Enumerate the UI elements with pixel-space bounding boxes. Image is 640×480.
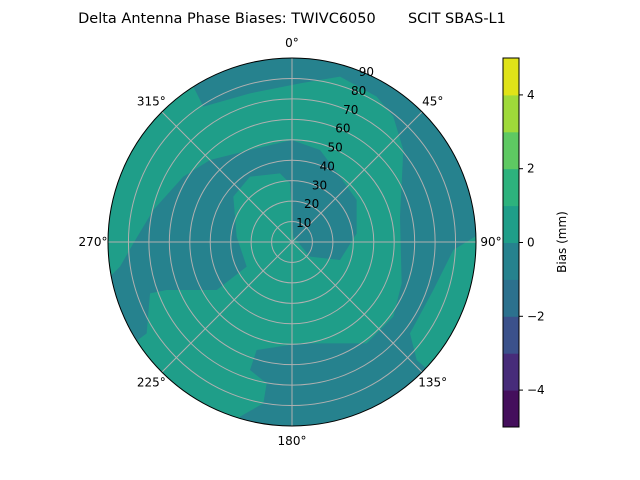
contour-band-minus1-to-0 xyxy=(108,139,357,350)
colorbar-label: Bias (mm) xyxy=(555,211,569,273)
chart-title: Delta Antenna Phase Biases: TWIVC6050 SC… xyxy=(78,11,506,27)
radial-tick-label: 40 xyxy=(320,159,335,173)
theta-tick-label: 0° xyxy=(285,36,299,50)
colorbar-band xyxy=(503,242,519,280)
colorbar-band xyxy=(503,279,519,317)
colorbar-band xyxy=(503,390,519,428)
colorbar-tick-label: −4 xyxy=(527,383,545,397)
colorbar-band xyxy=(503,168,519,207)
radial-tick-label: 50 xyxy=(327,141,342,155)
theta-tick-label: 45° xyxy=(422,94,443,108)
radial-tick-label: 30 xyxy=(312,178,327,192)
colorbar-tick-label: 4 xyxy=(527,88,535,102)
colorbar-band xyxy=(503,94,519,133)
grid-spoke xyxy=(161,111,293,243)
radial-tick-label: 10 xyxy=(296,216,311,230)
colorbar-band xyxy=(503,205,519,243)
colorbar-band xyxy=(503,58,519,96)
theta-tick-label: 180° xyxy=(278,434,307,448)
contour-band-minus1-to-0 xyxy=(179,58,476,426)
colorbar-band xyxy=(503,316,519,354)
polar-grid xyxy=(108,58,476,426)
theta-tick-labels: 0° 45° 90° 135° 180° 225° 270° 315° xyxy=(79,36,502,448)
grid-spoke xyxy=(161,241,293,373)
radial-tick-labels: 10 20 30 40 50 60 70 80 90 xyxy=(296,65,374,230)
radial-tick-label: 60 xyxy=(335,122,350,136)
radial-tick-label: 70 xyxy=(343,103,358,117)
theta-tick-label: 135° xyxy=(418,376,447,390)
theta-tick-label: 225° xyxy=(137,376,166,390)
theta-tick-label: 90° xyxy=(480,235,501,249)
theta-tick-label: 270° xyxy=(79,235,108,249)
polar-frame xyxy=(107,57,477,427)
colorbar-tick-label: 0 xyxy=(527,236,535,250)
colorbar: −4 −2 0 2 4 xyxy=(502,57,545,428)
colorbar-tick-label: 2 xyxy=(527,162,535,176)
theta-tick-label: 315° xyxy=(137,94,166,108)
colorbar-tick-label: −2 xyxy=(527,309,545,323)
radial-tick-label: 20 xyxy=(304,197,319,211)
grid-spoke xyxy=(291,111,423,243)
grid-spoke xyxy=(291,241,423,373)
colorbar-band xyxy=(503,131,519,170)
colorbar-band xyxy=(503,353,519,391)
radial-tick-label: 80 xyxy=(351,84,366,98)
radial-tick-label: 90 xyxy=(359,65,374,79)
